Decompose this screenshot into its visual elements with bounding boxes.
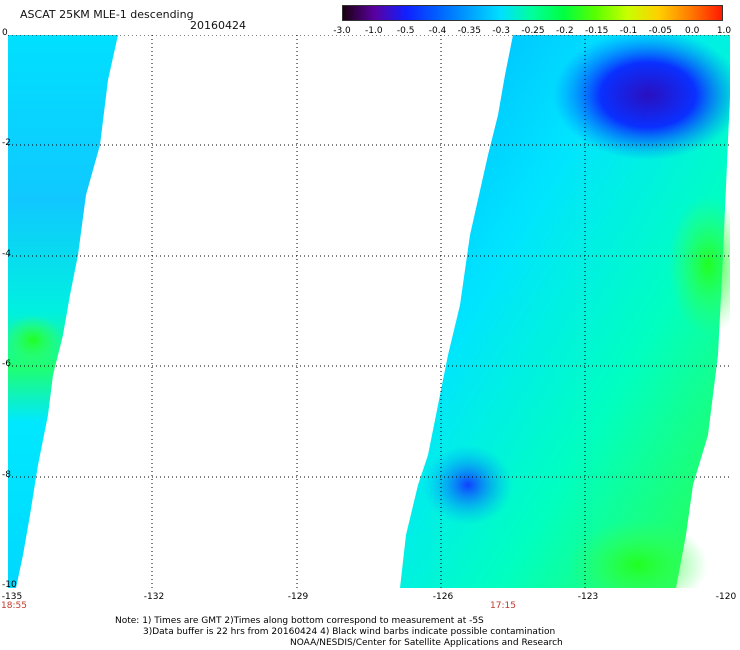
map-title: ASCAT 25KM MLE-1 descending [20,8,194,21]
x-tick-label: -129 [287,592,309,602]
colorbar [342,5,723,21]
colorbar-tick-label: -0.05 [648,26,672,36]
colorbar-tick-label: -0.3 [492,26,510,36]
note-line-2: 3)Data buffer is 22 hrs from 20160424 4)… [143,627,556,637]
high-region-blob [668,195,730,335]
map-date: 20160424 [190,19,246,32]
y-tick-label: -10 [2,580,17,590]
x-tick-label: -126 [432,592,454,602]
note-line-1: Note: 1) Times are GMT 2)Times along bot… [115,616,484,626]
grid-lines [8,35,730,588]
map-plot [8,35,730,588]
colorbar-labels: -3.0 -1.0 -0.5 -0.4 -0.35 -0.3 -0.25 -0.2 -0.15-… [328,26,740,38]
y-tick-label: -8 [2,470,11,480]
high-region-blob-2 [568,520,708,588]
low-region-blob-2 [423,445,513,525]
colorbar-tick-label: 0.0 [684,26,700,36]
low-region-blob [553,35,730,160]
colorbar-tick-label: -0.35 [457,26,481,36]
colorbar-tick-label: -0.2 [556,26,574,36]
high-region-blob-3 [8,315,63,365]
colorbar-tick-label: 1.0 [716,26,732,36]
colorbar-tick-label: -0.15 [585,26,609,36]
colorbar-tick-label: -0.5 [396,26,415,36]
colorbar-tick-label: -0.4 [428,26,447,36]
colorbar-tick-label: -0.25 [521,26,545,36]
colorbar-tick-label: -0.1 [619,26,638,36]
left-swath [8,35,118,588]
note-line-3: NOAA/NESDIS/Center for Satellite Applica… [290,638,563,648]
x-tick-label: -123 [577,592,599,602]
x-tick-label: -135 [1,592,23,602]
swath-map-svg [8,35,730,588]
y-tick-label: -4 [2,249,11,259]
x-tick-label: -132 [143,592,165,602]
y-tick-label: -6 [2,359,11,369]
y-tick-label: -2 [2,138,11,148]
y-tick-label: 0 [2,28,8,38]
colorbar-tick-label: -3.0 [333,26,351,36]
pass-time-label: 17:15 [490,601,516,611]
pass-time-label: 18:55 [1,601,27,611]
colorbar-tick-label: -1.0 [365,26,383,36]
x-tick-label: -120 [715,592,737,602]
